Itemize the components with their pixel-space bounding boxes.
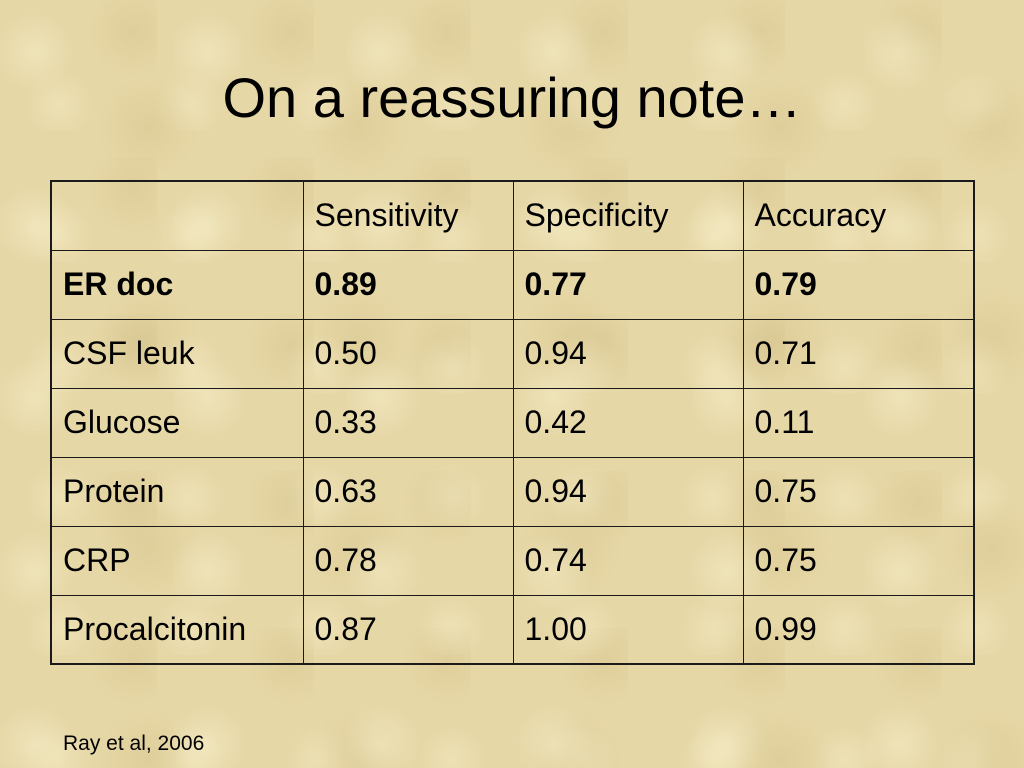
row-label: CRP (50, 525, 304, 596)
value-cell: 0.74 (512, 525, 744, 596)
value-cell: 0.79 (742, 249, 975, 320)
row-label: ER doc (50, 249, 304, 320)
row-label: CSF leuk (50, 318, 304, 389)
value-cell: 0.75 (742, 456, 975, 527)
header-cell: Accuracy (742, 180, 975, 251)
value-cell: 0.63 (302, 456, 514, 527)
row-label: Protein (50, 456, 304, 527)
row-label: Glucose (50, 387, 304, 458)
table-row: CSF leuk 0.50 0.94 0.71 (50, 318, 975, 389)
header-cell: Sensitivity (302, 180, 514, 251)
value-cell: 0.50 (302, 318, 514, 389)
slide-title: On a reassuring note… (222, 66, 802, 129)
results-table: Sensitivity Specificity Accuracy ER doc 0.89… (50, 180, 975, 665)
value-cell: 0.94 (512, 318, 744, 389)
value-cell: 0.42 (512, 387, 744, 458)
footnote: Ray et al, 2006 (63, 732, 205, 755)
value-cell: 0.78 (302, 525, 514, 596)
header-row: Sensitivity Specificity Accuracy (50, 180, 975, 251)
value-cell: 0.75 (742, 525, 975, 596)
value-cell: 1.00 (512, 594, 744, 665)
table-row: CRP 0.78 0.74 0.75 (50, 525, 975, 596)
row-label: Procalcitonin (50, 594, 304, 665)
value-cell: 0.94 (512, 456, 744, 527)
value-cell: 0.33 (302, 387, 514, 458)
header-cell: Specificity (512, 180, 744, 251)
table-row: ER doc 0.89 0.77 0.79 (50, 249, 975, 320)
corner-cell (50, 180, 304, 251)
value-cell: 0.89 (302, 249, 514, 320)
table-row: Protein 0.63 0.94 0.75 (50, 456, 975, 527)
value-cell: 0.77 (512, 249, 744, 320)
value-cell: 0.99 (742, 594, 975, 665)
table-row: Glucose 0.33 0.42 0.11 (50, 387, 975, 458)
value-cell: 0.71 (742, 318, 975, 389)
value-cell: 0.87 (302, 594, 514, 665)
table-row: Procalcitonin 0.87 1.00 0.99 (50, 594, 975, 665)
value-cell: 0.11 (742, 387, 975, 458)
